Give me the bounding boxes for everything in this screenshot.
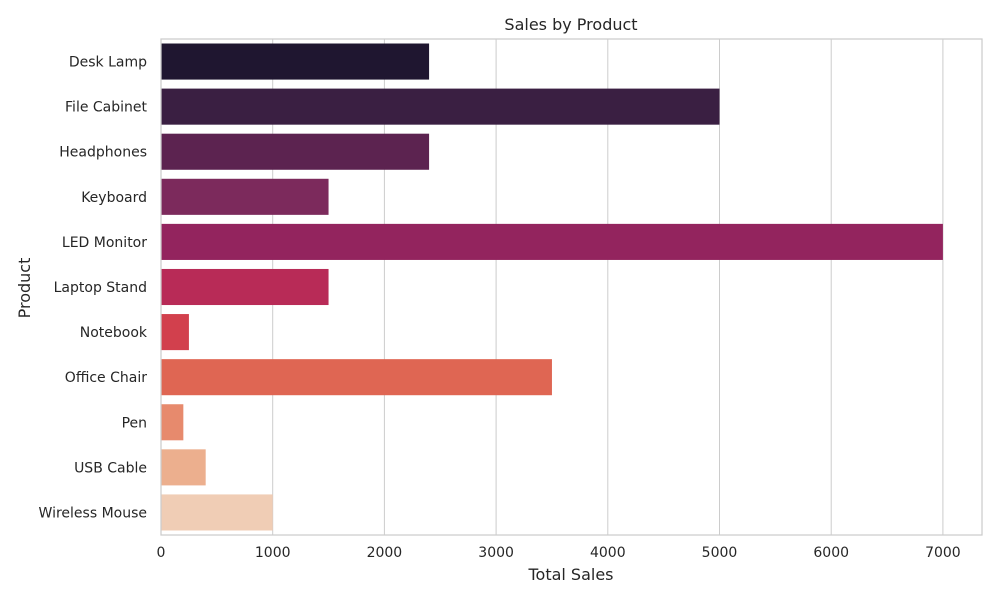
y-tick-label: Desk Lamp xyxy=(69,55,147,71)
y-tick-label: USB Cable xyxy=(74,460,147,476)
chart-title: Sales by Product xyxy=(504,15,637,34)
bar-led-monitor xyxy=(161,223,943,260)
x-tick-label: 3000 xyxy=(478,545,514,561)
bars xyxy=(161,43,943,531)
x-tick-label: 4000 xyxy=(590,545,626,561)
x-tick-label: 0 xyxy=(157,545,166,561)
y-tick-label: Pen xyxy=(122,415,147,431)
y-tick-label: File Cabinet xyxy=(65,100,147,116)
y-axis-label: Product xyxy=(15,258,34,319)
y-tick-label: Keyboard xyxy=(81,190,147,206)
y-tick-label: Notebook xyxy=(80,325,148,341)
bar-file-cabinet xyxy=(161,88,720,125)
bar-office-chair xyxy=(161,359,552,396)
y-tick-label: Wireless Mouse xyxy=(39,505,147,521)
bar-notebook xyxy=(161,314,189,351)
y-tick-label: LED Monitor xyxy=(62,235,147,251)
x-tick-label: 1000 xyxy=(255,545,291,561)
y-tick-labels: Desk Lamp File Cabinet Headphones Keyboard L… xyxy=(39,55,148,522)
x-tick-label: 6000 xyxy=(813,545,849,561)
bar-wireless-mouse xyxy=(161,494,273,531)
plot-frame xyxy=(160,38,983,536)
x-tick-label: 2000 xyxy=(367,545,403,561)
bar-usb-cable xyxy=(161,449,206,486)
bar-keyboard xyxy=(161,178,329,215)
bar-desk-lamp xyxy=(161,43,430,80)
x-tick-labels: 0 1000 2000 3000 4000 5000 6000 7000 xyxy=(157,545,961,561)
y-tick-label: Office Chair xyxy=(65,370,147,386)
y-tick-label: Headphones xyxy=(59,145,147,161)
y-tick-label: Laptop Stand xyxy=(54,280,147,296)
bar-headphones xyxy=(161,133,430,170)
bar-pen xyxy=(161,404,184,441)
bar-laptop-stand xyxy=(161,268,329,306)
x-axis-label: Total Sales xyxy=(527,565,613,584)
x-tick-label: 7000 xyxy=(925,545,961,561)
x-tick-label: 5000 xyxy=(702,545,738,561)
